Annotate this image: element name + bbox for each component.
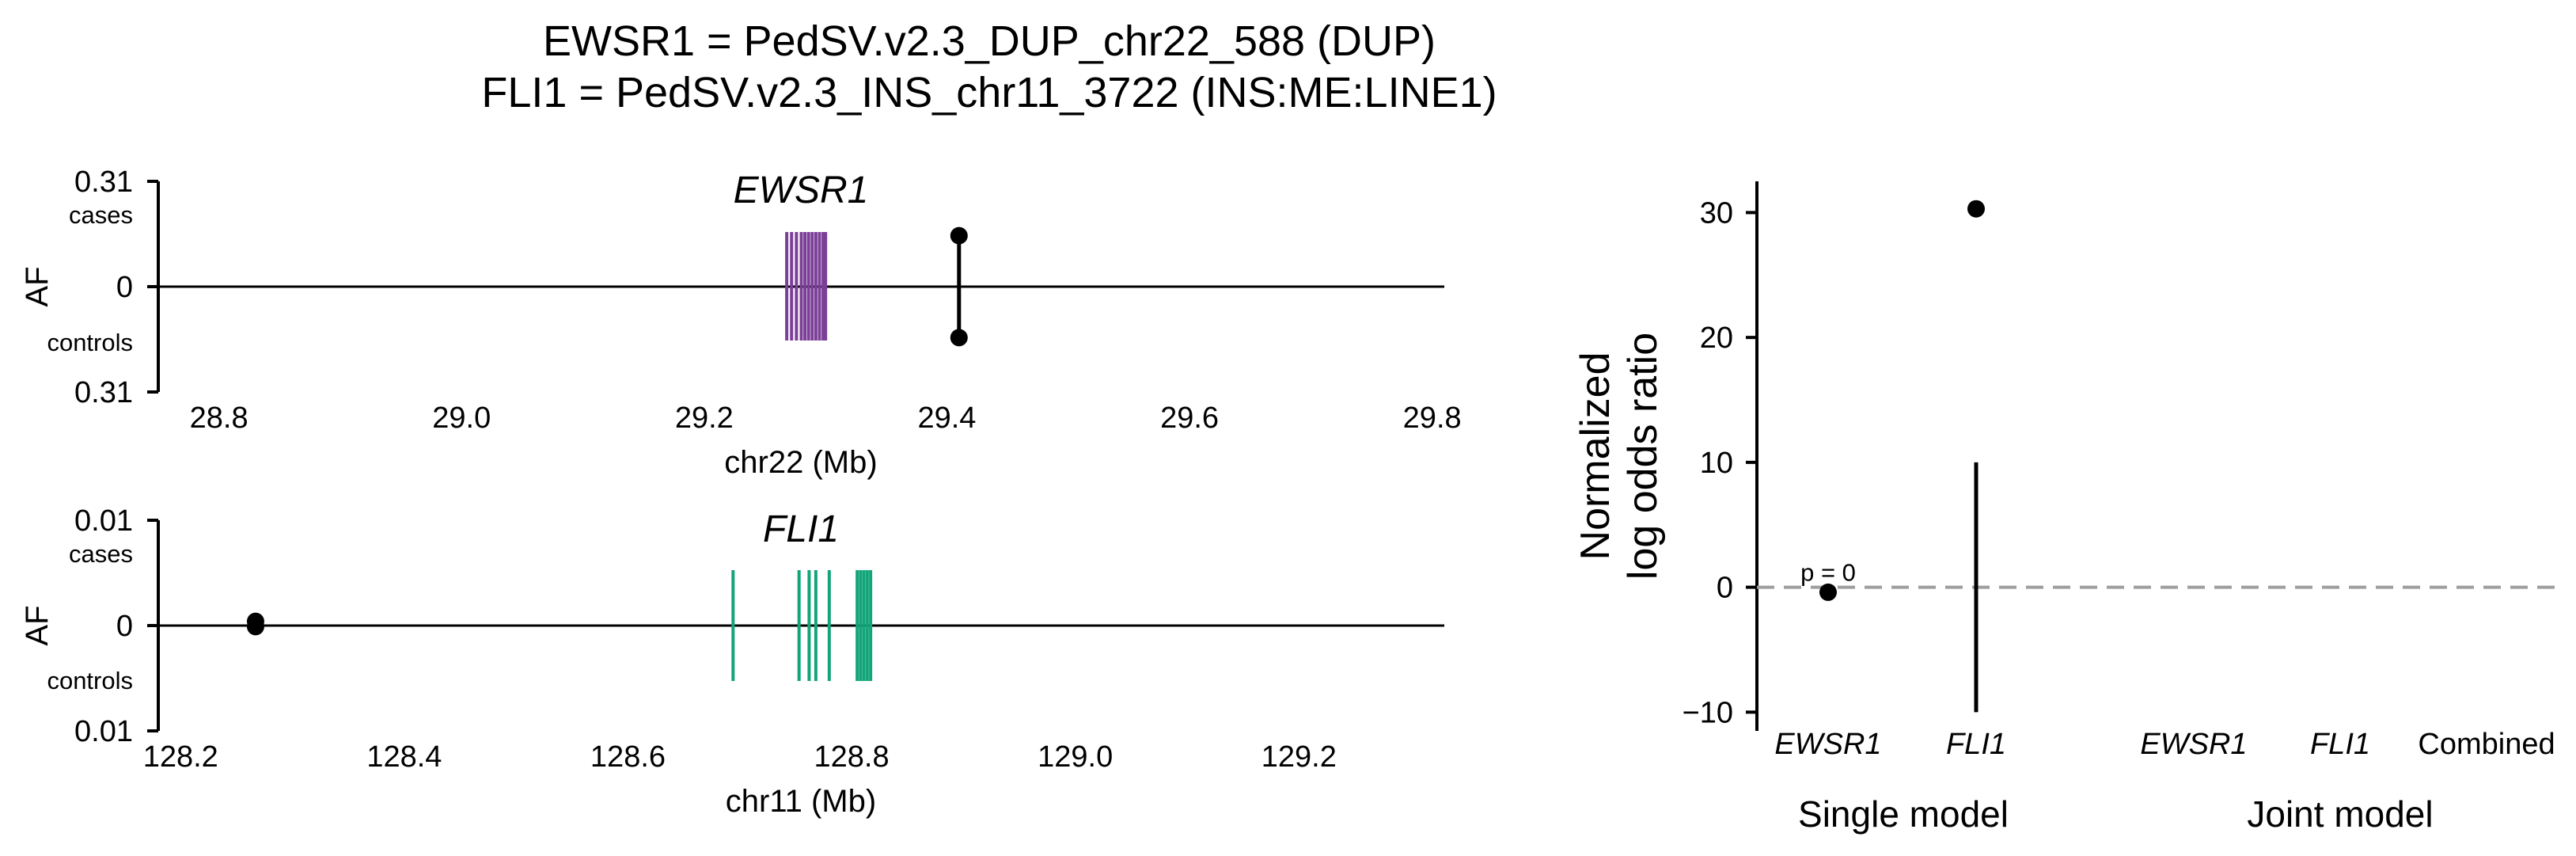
p2-xtick-label: 128.6 <box>590 740 666 774</box>
fli1-gene-label: FLI1 <box>763 508 839 550</box>
lor-point-annotation: p = 0 <box>1800 559 1856 587</box>
ewsr1-ytick-top: 0.31 <box>74 165 133 199</box>
p1-xtick-label: 29.4 <box>917 401 976 435</box>
lor-category-label: Combined <box>2418 728 2555 761</box>
p2-xtick-label: 128.4 <box>366 740 442 774</box>
p1-xtick-label: 29.2 <box>675 401 734 435</box>
fli1-x-axis-label: chr11 (Mb) <box>726 784 876 819</box>
p2-xtick-label: 129.0 <box>1038 740 1113 774</box>
lor-ytick-label: 20 <box>1700 321 1733 355</box>
fli1-variant <box>246 612 264 636</box>
lor-y-axis-label-line-1: Normalized <box>1573 352 1618 561</box>
lor-ytick-label: 10 <box>1700 447 1733 480</box>
p1-xtick-label: 29.8 <box>1403 401 1462 435</box>
ewsr1-ytick-bottom: 0.31 <box>74 376 133 409</box>
lor-y-axis-label-line-2: log odds ratio <box>1620 333 1666 580</box>
fli1-y-axis-label: AF <box>20 605 55 645</box>
lor-category-label: FLI1 <box>1946 728 2006 761</box>
group-label-single-model: Single model <box>1798 793 2009 835</box>
p1-xtick-label: 29.6 <box>1160 401 1219 435</box>
lor-category-label: EWSR1 <box>1774 728 1881 761</box>
ewsr1-variant <box>950 226 968 347</box>
lor-ytick-label: 30 <box>1700 196 1733 230</box>
ewsr1-exons <box>785 232 828 340</box>
p2-xtick-label: 129.2 <box>1261 740 1337 774</box>
ewsr1-y-axis-label: AF <box>20 266 55 306</box>
lor-ytick-label: −10 <box>1683 696 1733 729</box>
fli1-exons <box>731 570 873 681</box>
p1-xtick-label: 29.0 <box>432 401 491 435</box>
p1-variant-cases-point <box>950 226 968 245</box>
p1-xtick-label: 28.8 <box>190 401 248 435</box>
p2-xtick-label: 128.8 <box>814 740 890 774</box>
ewsr1-cases-label: cases <box>69 201 133 229</box>
log-odds-panel: −10 0 10 20 30 p = 0 EWSR1 FLI1 EWSR1 FLI1 Combi… <box>1573 181 2564 835</box>
ewsr1-locus-panel: EWSR1 0.31 cases 0 controls 0.31 AF 28.8… <box>20 165 1462 480</box>
fli1-x-ticks: 128.2 128.4 128.6 128.8 129.0 129.2 <box>143 740 1337 774</box>
ewsr1-gene-label: EWSR1 <box>734 169 869 211</box>
fli1-controls-label: controls <box>47 667 133 694</box>
lor-category-label: EWSR1 <box>2140 728 2247 761</box>
p2-variant-controls-point <box>246 618 264 636</box>
ewsr1-x-ticks: 28.8 29.0 29.2 29.4 29.6 29.8 <box>190 401 1462 435</box>
figure-title-line-1: EWSR1 = PedSV.v2.3_DUP_chr22_588 (DUP) <box>543 17 1436 65</box>
fli1-cases-label: cases <box>69 540 133 568</box>
p2-xtick-label: 128.2 <box>143 740 218 774</box>
lor-point <box>1967 200 1985 218</box>
ewsr1-x-axis-label: chr22 (Mb) <box>724 445 877 480</box>
lor-points: p = 0 <box>1800 200 1985 713</box>
lor-category-label: FLI1 <box>2310 728 2370 761</box>
lor-point <box>1819 583 1837 601</box>
lor-y-ticks: −10 0 10 20 30 <box>1683 196 1757 729</box>
lor-ytick-label: 0 <box>1717 572 1733 605</box>
fli1-ytick-bottom: 0.01 <box>74 715 133 748</box>
ewsr1-ytick-mid: 0 <box>116 271 133 304</box>
fli1-ytick-top: 0.01 <box>74 504 133 538</box>
group-label-joint-model: Joint model <box>2247 793 2433 835</box>
lor-categories: EWSR1 FLI1 EWSR1 FLI1 Combined <box>1774 728 2555 761</box>
p1-variant-controls-point <box>950 329 968 347</box>
fli1-ytick-mid: 0 <box>116 610 133 643</box>
fli1-locus-panel: FLI1 0.01 cases 0 controls 0.01 AF 128.2… <box>20 504 1444 819</box>
ewsr1-controls-label: controls <box>47 329 133 356</box>
figure-title-line-2: FLI1 = PedSV.v2.3_INS_chr11_3722 (INS:ME… <box>481 69 1497 116</box>
